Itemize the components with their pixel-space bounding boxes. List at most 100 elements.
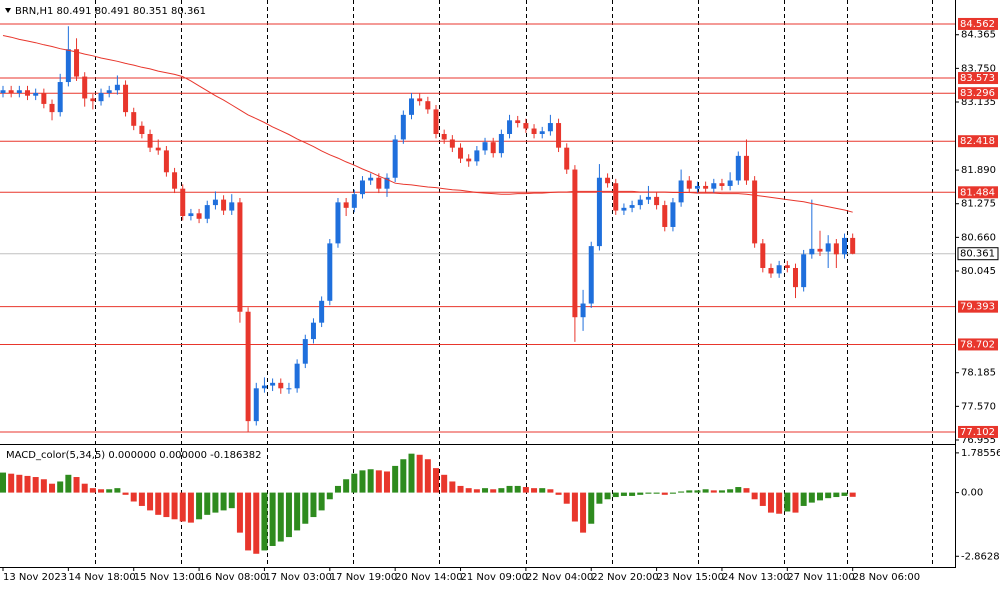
macd-bar	[130, 492, 137, 502]
candle-body	[515, 120, 521, 124]
candle-body	[703, 185, 709, 189]
candle-body	[155, 147, 161, 151]
macd-bar	[718, 490, 725, 493]
macd-bar	[294, 492, 301, 531]
candle-body	[727, 180, 733, 186]
macd-bar	[163, 492, 170, 518]
level-label-box	[958, 135, 998, 148]
macd-title: MACD_color(5,34,5) 0.000000 0.000000 -0.…	[6, 450, 262, 461]
macd-bar	[669, 492, 676, 494]
y-tick-label: 77.570	[961, 401, 996, 412]
candle-body	[531, 128, 537, 134]
macd-bar	[138, 492, 145, 506]
candle-body	[409, 98, 414, 115]
candle-body	[8, 90, 14, 93]
x-tick-label: 15 Nov 13:00	[134, 572, 201, 583]
candle-body	[833, 243, 839, 255]
candle-body	[711, 183, 717, 189]
macd-bar	[424, 459, 431, 493]
candle-body	[180, 188, 186, 217]
macd-bar	[187, 492, 194, 523]
candle-body	[670, 202, 676, 227]
macd-bar	[653, 492, 660, 494]
x-tick-label: 24 Nov 13:00	[722, 572, 789, 583]
macd-bar	[661, 492, 668, 495]
macd-bar	[539, 488, 546, 493]
macd-bar	[637, 492, 644, 495]
candle-body	[719, 183, 725, 186]
macd-bar	[441, 474, 448, 493]
level-label-box	[958, 72, 998, 85]
macd-bar	[114, 488, 121, 493]
macd-bar	[759, 492, 766, 506]
x-tick-label: 22 Nov 04:00	[526, 572, 593, 583]
macd-bar	[49, 483, 56, 493]
y-tick-label: 80.660	[961, 232, 996, 243]
macd-bar	[702, 489, 709, 493]
candle-body	[596, 177, 602, 247]
candle-body	[458, 147, 464, 159]
candle-body	[637, 199, 643, 206]
macd-y-tick-label: 0.00	[961, 488, 983, 499]
level-label-box	[958, 87, 998, 100]
candle-body	[850, 237, 856, 254]
macd-bar	[506, 485, 513, 493]
macd-bar	[767, 492, 774, 513]
candle-body	[384, 177, 390, 189]
macd-bar	[531, 488, 538, 493]
candle-body	[752, 180, 758, 244]
x-tick-label: 22 Nov 20:00	[591, 572, 658, 583]
macd-bar	[686, 490, 693, 493]
candle-body	[0, 90, 6, 93]
macd-bar	[375, 470, 382, 493]
candle-body	[539, 131, 545, 134]
candle-body	[809, 248, 815, 255]
macd-bar	[522, 487, 529, 493]
macd-bar	[833, 492, 840, 498]
level-label-box	[958, 17, 998, 30]
candle-body	[351, 194, 357, 208]
menu-icon[interactable]	[5, 8, 11, 13]
y-tick-label: 84.365	[961, 30, 996, 41]
macd-bar	[269, 492, 276, 546]
macd-bar	[776, 492, 783, 514]
candle-body	[278, 382, 284, 389]
candle-body	[33, 92, 39, 96]
candle-body	[523, 123, 529, 129]
macd-bar	[81, 483, 88, 493]
candle-body	[147, 133, 153, 148]
macd-bar	[212, 492, 219, 513]
macd-bar	[588, 492, 595, 524]
candle-body	[172, 172, 178, 189]
candle-body	[613, 183, 619, 211]
macd-bar	[841, 492, 848, 496]
macd-bar	[604, 492, 611, 500]
macd-bar	[8, 473, 15, 493]
level-label-box	[958, 186, 998, 199]
macd-bar	[147, 492, 154, 511]
macd-bar	[433, 468, 440, 493]
candle-body	[760, 243, 766, 268]
macd-bar	[563, 492, 570, 504]
candle-body	[90, 98, 96, 102]
candle-body	[163, 150, 169, 173]
candle-body	[498, 133, 504, 154]
level-label-box	[958, 300, 998, 313]
candle-body	[735, 155, 741, 181]
macd-y-tick-label: -2.862837	[961, 551, 1000, 562]
candle-body	[466, 158, 472, 162]
macd-bar	[16, 474, 23, 493]
macd-bar	[727, 489, 734, 493]
candle-body	[212, 199, 218, 206]
candle-body	[588, 246, 594, 304]
candle-body	[270, 382, 276, 386]
macd-bar	[122, 492, 129, 495]
candle-body	[686, 180, 692, 189]
y-tick-label: 83.750	[961, 63, 996, 74]
macd-bar	[236, 492, 243, 533]
macd-bar	[171, 492, 178, 520]
macd-bar	[220, 492, 227, 511]
candle-body	[482, 142, 488, 151]
macd-bar	[196, 492, 203, 520]
